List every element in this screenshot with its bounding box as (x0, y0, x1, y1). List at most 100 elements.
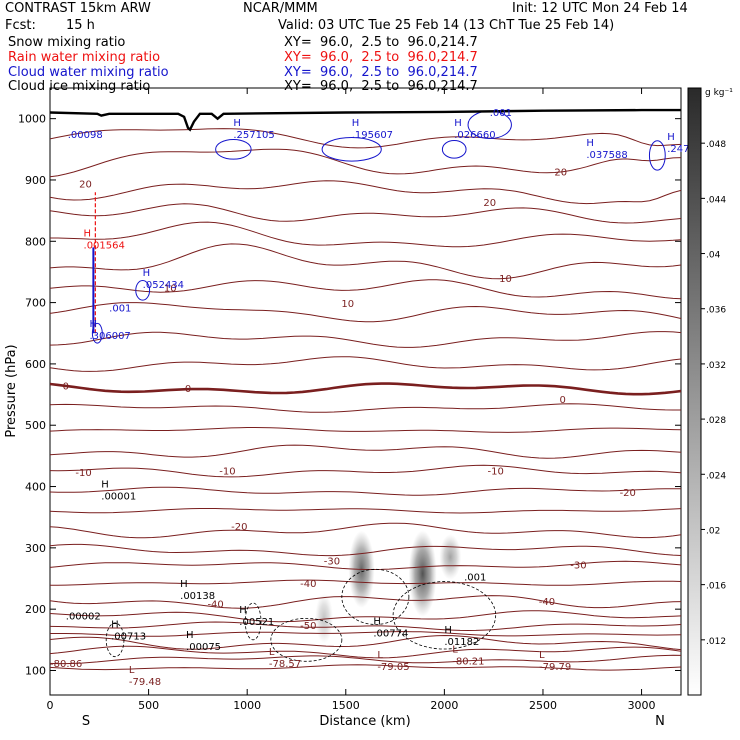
isotherm-line (50, 382, 681, 396)
cloud-water-outline (321, 137, 382, 162)
y-tick-label: 1000 (18, 113, 46, 126)
extremum-kind: L (452, 645, 458, 656)
extremum-value: .00002 (66, 611, 101, 622)
isotherm-line (50, 522, 681, 539)
cloud-water-outline (135, 280, 151, 301)
isotherm-label: -40 (539, 597, 555, 608)
cloud-water-outline (215, 138, 252, 160)
colorbar-tick-label: .012 (706, 637, 726, 647)
isotherm-label: -30 (570, 560, 586, 571)
x-tick-label: 0 (47, 699, 54, 712)
x-tick-label: 3000 (628, 699, 656, 712)
extremum-kind: H (101, 480, 109, 491)
isotherm-label: 0 (185, 384, 191, 395)
extremum-value: .306007 (89, 331, 130, 342)
extremum-kind: H (143, 268, 151, 279)
y-tick-label: 900 (25, 174, 46, 187)
x-tick-label: 1500 (332, 699, 360, 712)
extremum-value: .195607 (352, 130, 393, 141)
isotherm-line (50, 654, 681, 665)
extremum-value: .00713 (111, 632, 146, 643)
isotherm-line (50, 221, 681, 248)
isotherm-line (50, 645, 681, 659)
field-name-rain: Rain water mixing ratio (8, 50, 161, 65)
y-tick-label: 300 (25, 542, 46, 555)
extremum-kind: H (667, 132, 675, 143)
isotherm-line (50, 543, 681, 557)
x-tick-label: 2000 (430, 699, 458, 712)
isotherm-line (50, 631, 681, 637)
isotherm-line (50, 610, 681, 623)
field-name-snow: Snow mixing ratio (8, 35, 126, 50)
axes: 0 500 1000 1500 2000 2500 30001002003004005006… (18, 88, 681, 712)
extremum-value: .001 (109, 304, 131, 315)
isotherm-line (50, 560, 681, 570)
colorbar: g kg⁻¹ .012 .016 .02 .024 .028 .032 .036 .04 .04… (687, 87, 733, 696)
extremum-value: -79.79 (539, 662, 571, 673)
extremum-kind: H (89, 319, 97, 330)
isotherm-label: -40 (300, 579, 316, 590)
isotherm-line (50, 302, 681, 323)
colorbar-tick-label: .048 (706, 140, 726, 150)
colorbar-unit: g kg⁻¹ (705, 88, 733, 98)
isotherm-line (50, 279, 681, 300)
extremum-kind: H (239, 605, 247, 616)
cloud-ice-outline (341, 568, 410, 625)
isotherm-label: -20 (231, 522, 247, 533)
isotherm-label: -30 (324, 557, 340, 568)
isotherm-line (50, 203, 681, 224)
isotherm-label: 20 (483, 198, 496, 209)
colorbar-tick-label: .032 (706, 361, 726, 371)
cloud-ice-outline (270, 617, 343, 662)
isotherm-line (50, 128, 681, 149)
isotherm-label: 10 (341, 299, 354, 310)
isotherm-label: 0 (560, 395, 566, 406)
y-tick-label: 200 (25, 603, 46, 616)
isotherm-label: 0 (63, 381, 69, 392)
isotherm-label: 20 (554, 167, 567, 178)
x-tick-label: 1000 (233, 699, 261, 712)
extremum-kind: H (454, 118, 462, 129)
south-end-label: S (82, 714, 90, 729)
isotherm-line (50, 444, 681, 459)
extrema-markers: L-79.48L-78.57L-79.05L-80.21L-79.79-80.8… (50, 108, 696, 688)
hydrometeor-contours (91, 110, 666, 662)
snow-shaded-cell (439, 534, 462, 580)
extremum-kind: H (586, 138, 594, 149)
init-time: Init: 12 UTC Mon 24 Feb 14 (512, 1, 688, 16)
extremum-value: -80.21 (452, 657, 484, 668)
cloud-water-outline (648, 140, 666, 171)
isotherm-line (50, 148, 681, 178)
isotherm-label: -40 (207, 600, 223, 611)
extremum-value: .037588 (586, 150, 627, 161)
north-end-label: N (655, 714, 665, 729)
isotherm-label: 10 (499, 274, 512, 285)
extremum-value: .257105 (233, 130, 274, 141)
extremum-value: .01182 (444, 637, 479, 648)
snow-shaded-cell (315, 593, 334, 644)
snow-shaded-cell (408, 530, 437, 617)
plot-area: 0 0 0 -30 -30 -40 -40 -10 -10 -10 -20 -20 10 10 10 20 20… (49, 87, 696, 696)
y-tick-label: 400 (25, 481, 46, 494)
y-tick-label: 600 (25, 358, 46, 371)
extremum-kind: H (180, 579, 188, 590)
field-xy-snow: XY= 96.0, 2.5 to 96.0,214.7 (284, 35, 478, 50)
field-xy-rain: XY= 96.0, 2.5 to 96.0,214.7 (284, 50, 478, 65)
extremum-value: .00774 (373, 628, 408, 639)
y-tick-label: 500 (25, 419, 46, 432)
extremum-value: .00521 (239, 617, 274, 628)
forecast-label: Fcst: (5, 18, 36, 33)
cloud-water-outline (441, 139, 467, 159)
field-xy-cloud-ice: XY= 96.0, 2.5 to 96.0,214.7 (284, 79, 478, 94)
extremum-value: .001564 (84, 240, 125, 251)
colorbar-tick-label: .036 (706, 306, 726, 316)
extremum-kind: H (352, 118, 360, 129)
field-name-cloud-water: Cloud water mixing ratio (8, 65, 169, 80)
extremum-kind: H (233, 118, 241, 129)
colorbar-tick-label: .02 (706, 526, 720, 536)
extremum-kind: H (111, 620, 119, 631)
y-axis-title: Pressure (hPa) (4, 344, 19, 437)
y-tick-label: 800 (25, 235, 46, 248)
extremum-value: -78.57 (269, 659, 301, 670)
